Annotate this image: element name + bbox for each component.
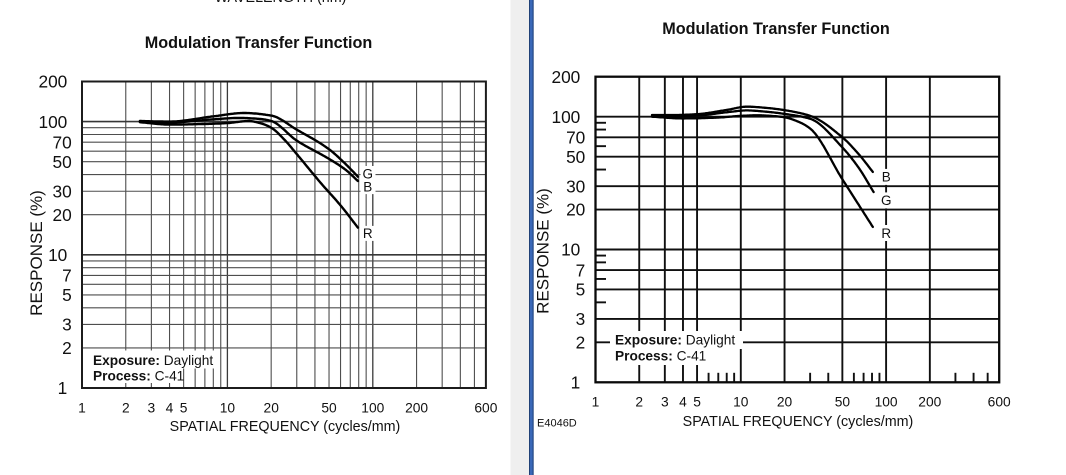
svg-text:Process: C-41: Process: C-41 bbox=[93, 368, 184, 383]
svg-text:B: B bbox=[882, 170, 891, 185]
svg-text:5: 5 bbox=[693, 395, 701, 410]
svg-text:200: 200 bbox=[918, 395, 941, 410]
svg-text:SPATIAL FREQUENCY (cycles/mm): SPATIAL FREQUENCY (cycles/mm) bbox=[170, 419, 401, 435]
svg-text:10: 10 bbox=[48, 245, 67, 265]
svg-text:100: 100 bbox=[875, 395, 898, 410]
svg-text:R: R bbox=[881, 226, 891, 241]
svg-text:4: 4 bbox=[166, 401, 174, 416]
svg-text:G: G bbox=[363, 166, 374, 181]
svg-text:30: 30 bbox=[52, 181, 71, 201]
svg-text:2: 2 bbox=[122, 401, 130, 416]
svg-text:200: 200 bbox=[405, 401, 428, 416]
svg-text:Exposure: Daylight: Exposure: Daylight bbox=[93, 353, 213, 368]
svg-text:10: 10 bbox=[561, 240, 580, 260]
svg-text:20: 20 bbox=[777, 395, 793, 410]
svg-text:10: 10 bbox=[220, 401, 236, 416]
svg-text:7: 7 bbox=[62, 266, 72, 286]
svg-text:3: 3 bbox=[661, 395, 669, 410]
svg-text:G: G bbox=[881, 193, 892, 208]
svg-text:WAVELENGTH (nm): WAVELENGTH (nm) bbox=[215, 0, 347, 6]
svg-text:7: 7 bbox=[576, 260, 586, 280]
svg-text:3: 3 bbox=[576, 309, 586, 329]
svg-text:3: 3 bbox=[62, 315, 72, 335]
svg-text:50: 50 bbox=[321, 401, 337, 416]
svg-text:20: 20 bbox=[566, 200, 585, 220]
svg-text:SPATIAL FREQUENCY (cycles/mm): SPATIAL FREQUENCY (cycles/mm) bbox=[683, 414, 914, 430]
svg-text:100: 100 bbox=[551, 107, 580, 127]
svg-text:1: 1 bbox=[592, 395, 600, 410]
svg-text:RESPONSE (%): RESPONSE (%) bbox=[533, 188, 552, 314]
svg-text:2: 2 bbox=[635, 395, 643, 410]
svg-text:10: 10 bbox=[733, 395, 749, 410]
svg-text:Modulation Transfer Function: Modulation Transfer Function bbox=[662, 20, 890, 38]
svg-text:5: 5 bbox=[576, 280, 586, 300]
svg-text:3: 3 bbox=[148, 401, 156, 416]
svg-text:50: 50 bbox=[566, 147, 585, 167]
svg-text:Process: C-41: Process: C-41 bbox=[615, 349, 706, 364]
svg-text:70: 70 bbox=[52, 132, 71, 152]
svg-text:2: 2 bbox=[576, 333, 586, 353]
svg-text:20: 20 bbox=[264, 401, 280, 416]
svg-text:20: 20 bbox=[52, 205, 71, 225]
svg-text:30: 30 bbox=[566, 176, 585, 196]
svg-text:1: 1 bbox=[58, 378, 68, 398]
svg-text:100: 100 bbox=[361, 401, 384, 416]
svg-text:2: 2 bbox=[62, 338, 72, 358]
svg-text:50: 50 bbox=[835, 395, 851, 410]
svg-text:E4046D: E4046D bbox=[537, 418, 577, 430]
svg-text:Exposure: Daylight: Exposure: Daylight bbox=[615, 333, 735, 348]
svg-text:70: 70 bbox=[566, 128, 585, 148]
svg-text:5: 5 bbox=[62, 285, 72, 305]
svg-text:RESPONSE (%): RESPONSE (%) bbox=[27, 190, 46, 316]
svg-text:4: 4 bbox=[679, 395, 687, 410]
svg-text:1: 1 bbox=[78, 401, 86, 416]
svg-text:5: 5 bbox=[180, 401, 188, 416]
svg-text:200: 200 bbox=[38, 72, 67, 92]
svg-text:50: 50 bbox=[52, 152, 71, 172]
svg-text:1: 1 bbox=[571, 373, 581, 393]
svg-text:B: B bbox=[363, 179, 372, 194]
svg-text:R: R bbox=[363, 226, 373, 241]
svg-text:600: 600 bbox=[988, 395, 1011, 410]
svg-text:100: 100 bbox=[38, 112, 67, 132]
svg-text:Modulation Transfer Function: Modulation Transfer Function bbox=[145, 34, 373, 52]
svg-text:200: 200 bbox=[551, 67, 580, 87]
svg-text:600: 600 bbox=[474, 401, 497, 416]
